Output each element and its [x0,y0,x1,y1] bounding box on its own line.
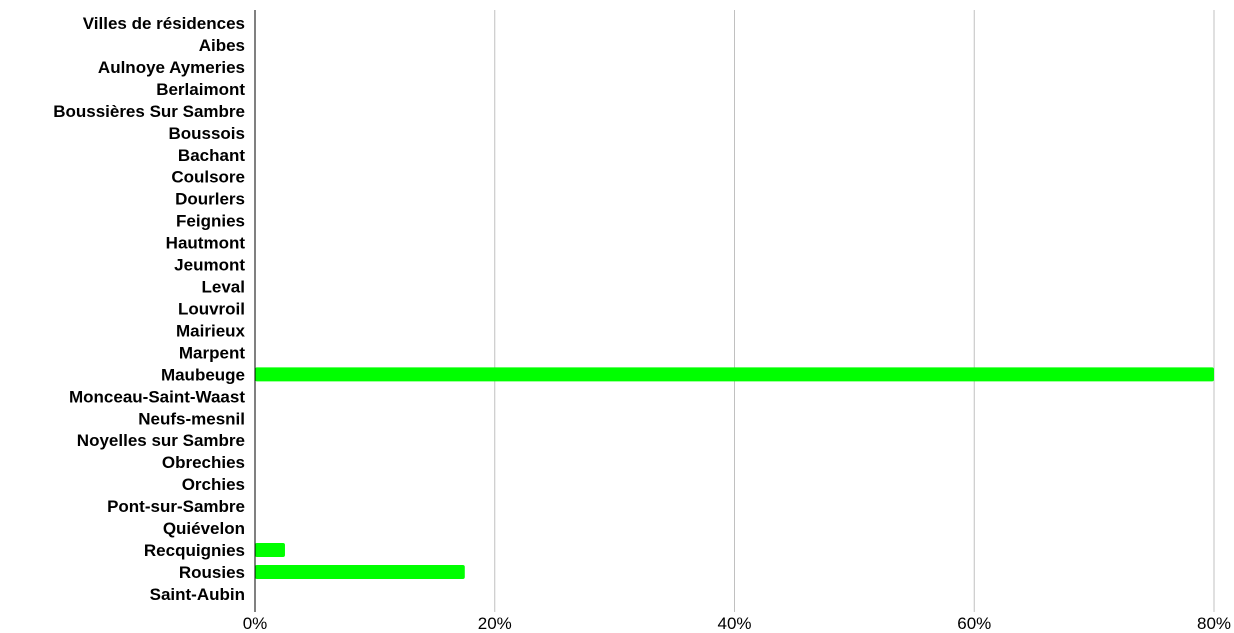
category-label: Orchies [182,475,245,494]
category-label: Aibes [199,36,245,55]
category-label: Hautmont [166,234,246,253]
category-labels: Villes de résidences Aibes Aulnoye Aymerie… [53,14,245,604]
bar [255,565,465,579]
category-label: Pont-sur-Sambre [107,497,245,516]
category-label: Rousies [179,563,245,582]
category-label: Villes de résidences [83,14,245,33]
category-label: Aulnoye Aymeries [98,58,245,77]
category-label: Jeumont [174,256,245,275]
category-label: Obrechies [162,453,245,472]
x-tick-labels: 0% 20% 40% 60% 80% [243,614,1231,633]
category-label: Leval [202,278,245,297]
bar [255,543,285,558]
category-label: Coulsore [171,168,245,187]
category-label: Boussières Sur Sambre [53,102,245,121]
category-label: Marpent [179,343,245,362]
category-label: Saint-Aubin [150,585,245,604]
x-tick-label: 0% [243,614,268,633]
grid-layer [494,10,1215,612]
category-label: Neufs-mesnil [138,409,245,428]
category-label: Recquignies [144,541,245,560]
category-label: Berlaimont [156,80,245,99]
category-label: Mairieux [176,321,246,340]
category-label: Feignies [176,212,245,231]
x-tick-label: 80% [1197,614,1231,633]
bar [255,367,1214,382]
category-label: Bachant [178,146,245,165]
bar-layer [255,367,1214,579]
category-label: Maubeuge [161,365,245,384]
category-label: Louvroil [178,299,245,318]
category-label: Boussois [168,124,245,143]
category-label: Noyelles sur Sambre [77,431,245,450]
category-label: Monceau-Saint-Waast [69,387,245,406]
category-label: Dourlers [175,190,245,209]
x-tick-label: 60% [957,614,991,633]
x-tick-label: 40% [717,614,751,633]
x-tick-label: 20% [478,614,512,633]
category-label: Quiévelon [163,519,245,538]
